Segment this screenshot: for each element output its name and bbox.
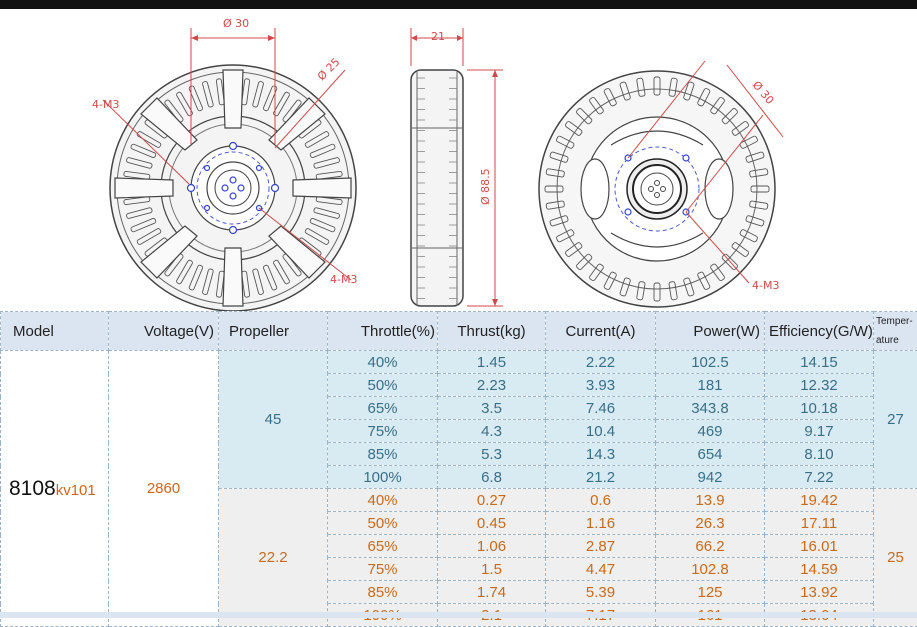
current-cell: 2.87 — [546, 535, 656, 558]
temperature-cell: 25 — [874, 489, 917, 627]
current-cell: 21.2 — [546, 466, 656, 489]
current-cell: 14.3 — [546, 443, 656, 466]
front-screw-label-right: 4-M3 — [330, 273, 357, 286]
throttle-cell: 85% — [328, 581, 438, 604]
footer-strip — [0, 612, 917, 618]
power-cell: 181 — [656, 374, 765, 397]
efficiency-cell: 13.92 — [765, 581, 874, 604]
propeller-cell: 45 — [219, 351, 328, 489]
power-cell: 13.9 — [656, 489, 765, 512]
table-header-row: Model Voltage(V) Propeller Throttle(%) T… — [1, 312, 917, 351]
power-cell: 66.2 — [656, 535, 765, 558]
efficiency-cell: 14.59 — [765, 558, 874, 581]
power-cell: 102.8 — [656, 558, 765, 581]
current-cell: 3.93 — [546, 374, 656, 397]
current-cell: 2.22 — [546, 351, 656, 374]
header-power: Power(W) — [656, 312, 765, 351]
thrust-cell: 0.45 — [438, 512, 546, 535]
back-diameter-label: Ø 30 — [750, 79, 777, 107]
model-number: 8108 — [9, 477, 56, 500]
model-kv: kv101 — [56, 482, 96, 499]
thrust-cell: 6.8 — [438, 466, 546, 489]
thrust-cell: 2.23 — [438, 374, 546, 397]
thrust-cell: 5.3 — [438, 443, 546, 466]
efficiency-cell: 12.32 — [765, 374, 874, 397]
header-efficiency: Efficiency(G/W) — [765, 312, 874, 351]
model-cell: 8108kv101 — [1, 351, 109, 627]
power-cell: 469 — [656, 420, 765, 443]
header-temperature: Temper-ature — [874, 312, 917, 351]
thrust-cell: 1.74 — [438, 581, 546, 604]
header-propeller: Propeller — [219, 312, 328, 351]
header-current: Current(A) — [546, 312, 656, 351]
thrust-cell: 3.5 — [438, 397, 546, 420]
throttle-cell: 65% — [328, 535, 438, 558]
thrust-cell: 1.5 — [438, 558, 546, 581]
current-cell: 5.39 — [546, 581, 656, 604]
power-cell: 102.5 — [656, 351, 765, 374]
efficiency-cell: 17.11 — [765, 512, 874, 535]
propeller-cell: 22.2 — [219, 489, 328, 627]
throttle-cell: 65% — [328, 397, 438, 420]
throttle-cell: 50% — [328, 374, 438, 397]
temperature-cell: 27 — [874, 351, 917, 489]
thrust-cell: 0.27 — [438, 489, 546, 512]
throttle-cell: 75% — [328, 420, 438, 443]
throttle-cell: 85% — [328, 443, 438, 466]
header-model: Model — [1, 312, 109, 351]
efficiency-cell: 8.10 — [765, 443, 874, 466]
throttle-cell: 40% — [328, 489, 438, 512]
current-cell: 10.4 — [546, 420, 656, 443]
current-cell: 0.6 — [546, 489, 656, 512]
efficiency-cell: 10.18 — [765, 397, 874, 420]
back-screw-label: 4-M3 — [752, 279, 779, 292]
thrust-cell: 1.45 — [438, 351, 546, 374]
side-view — [411, 28, 503, 306]
thrust-cell: 1.06 — [438, 535, 546, 558]
side-width-label: 21 — [431, 30, 445, 43]
throttle-cell: 100% — [328, 466, 438, 489]
back-view — [539, 61, 783, 307]
thrust-cell: 4.3 — [438, 420, 546, 443]
front-diameter-30-label: Ø 30 — [223, 17, 249, 30]
top-bar — [0, 0, 917, 9]
header-voltage: Voltage(V) — [109, 312, 219, 351]
voltage-cell: 2860 — [109, 351, 219, 627]
efficiency-cell: 14.15 — [765, 351, 874, 374]
motor-technical-drawing: Ø 30 Ø 25 4-M3 4-M3 21 Ø 88.5 Ø 30 4-M3 — [0, 9, 917, 311]
header-thrust: Thrust(kg) — [438, 312, 546, 351]
power-cell: 654 — [656, 443, 765, 466]
power-cell: 125 — [656, 581, 765, 604]
power-cell: 942 — [656, 466, 765, 489]
side-diameter-label: Ø 88.5 — [479, 168, 492, 205]
efficiency-cell: 7.22 — [765, 466, 874, 489]
front-diameter-25-label: Ø 25 — [315, 55, 343, 83]
throttle-cell: 50% — [328, 512, 438, 535]
throttle-cell: 75% — [328, 558, 438, 581]
efficiency-cell: 16.01 — [765, 535, 874, 558]
performance-table: Model Voltage(V) Propeller Throttle(%) T… — [0, 311, 917, 627]
header-throttle: Throttle(%) — [328, 312, 438, 351]
power-cell: 343.8 — [656, 397, 765, 420]
power-cell: 26.3 — [656, 512, 765, 535]
efficiency-cell: 9.17 — [765, 420, 874, 443]
front-screw-label-left: 4-M3 — [92, 98, 119, 111]
efficiency-cell: 19.42 — [765, 489, 874, 512]
throttle-cell: 40% — [328, 351, 438, 374]
current-cell: 1.16 — [546, 512, 656, 535]
current-cell: 4.47 — [546, 558, 656, 581]
current-cell: 7.46 — [546, 397, 656, 420]
